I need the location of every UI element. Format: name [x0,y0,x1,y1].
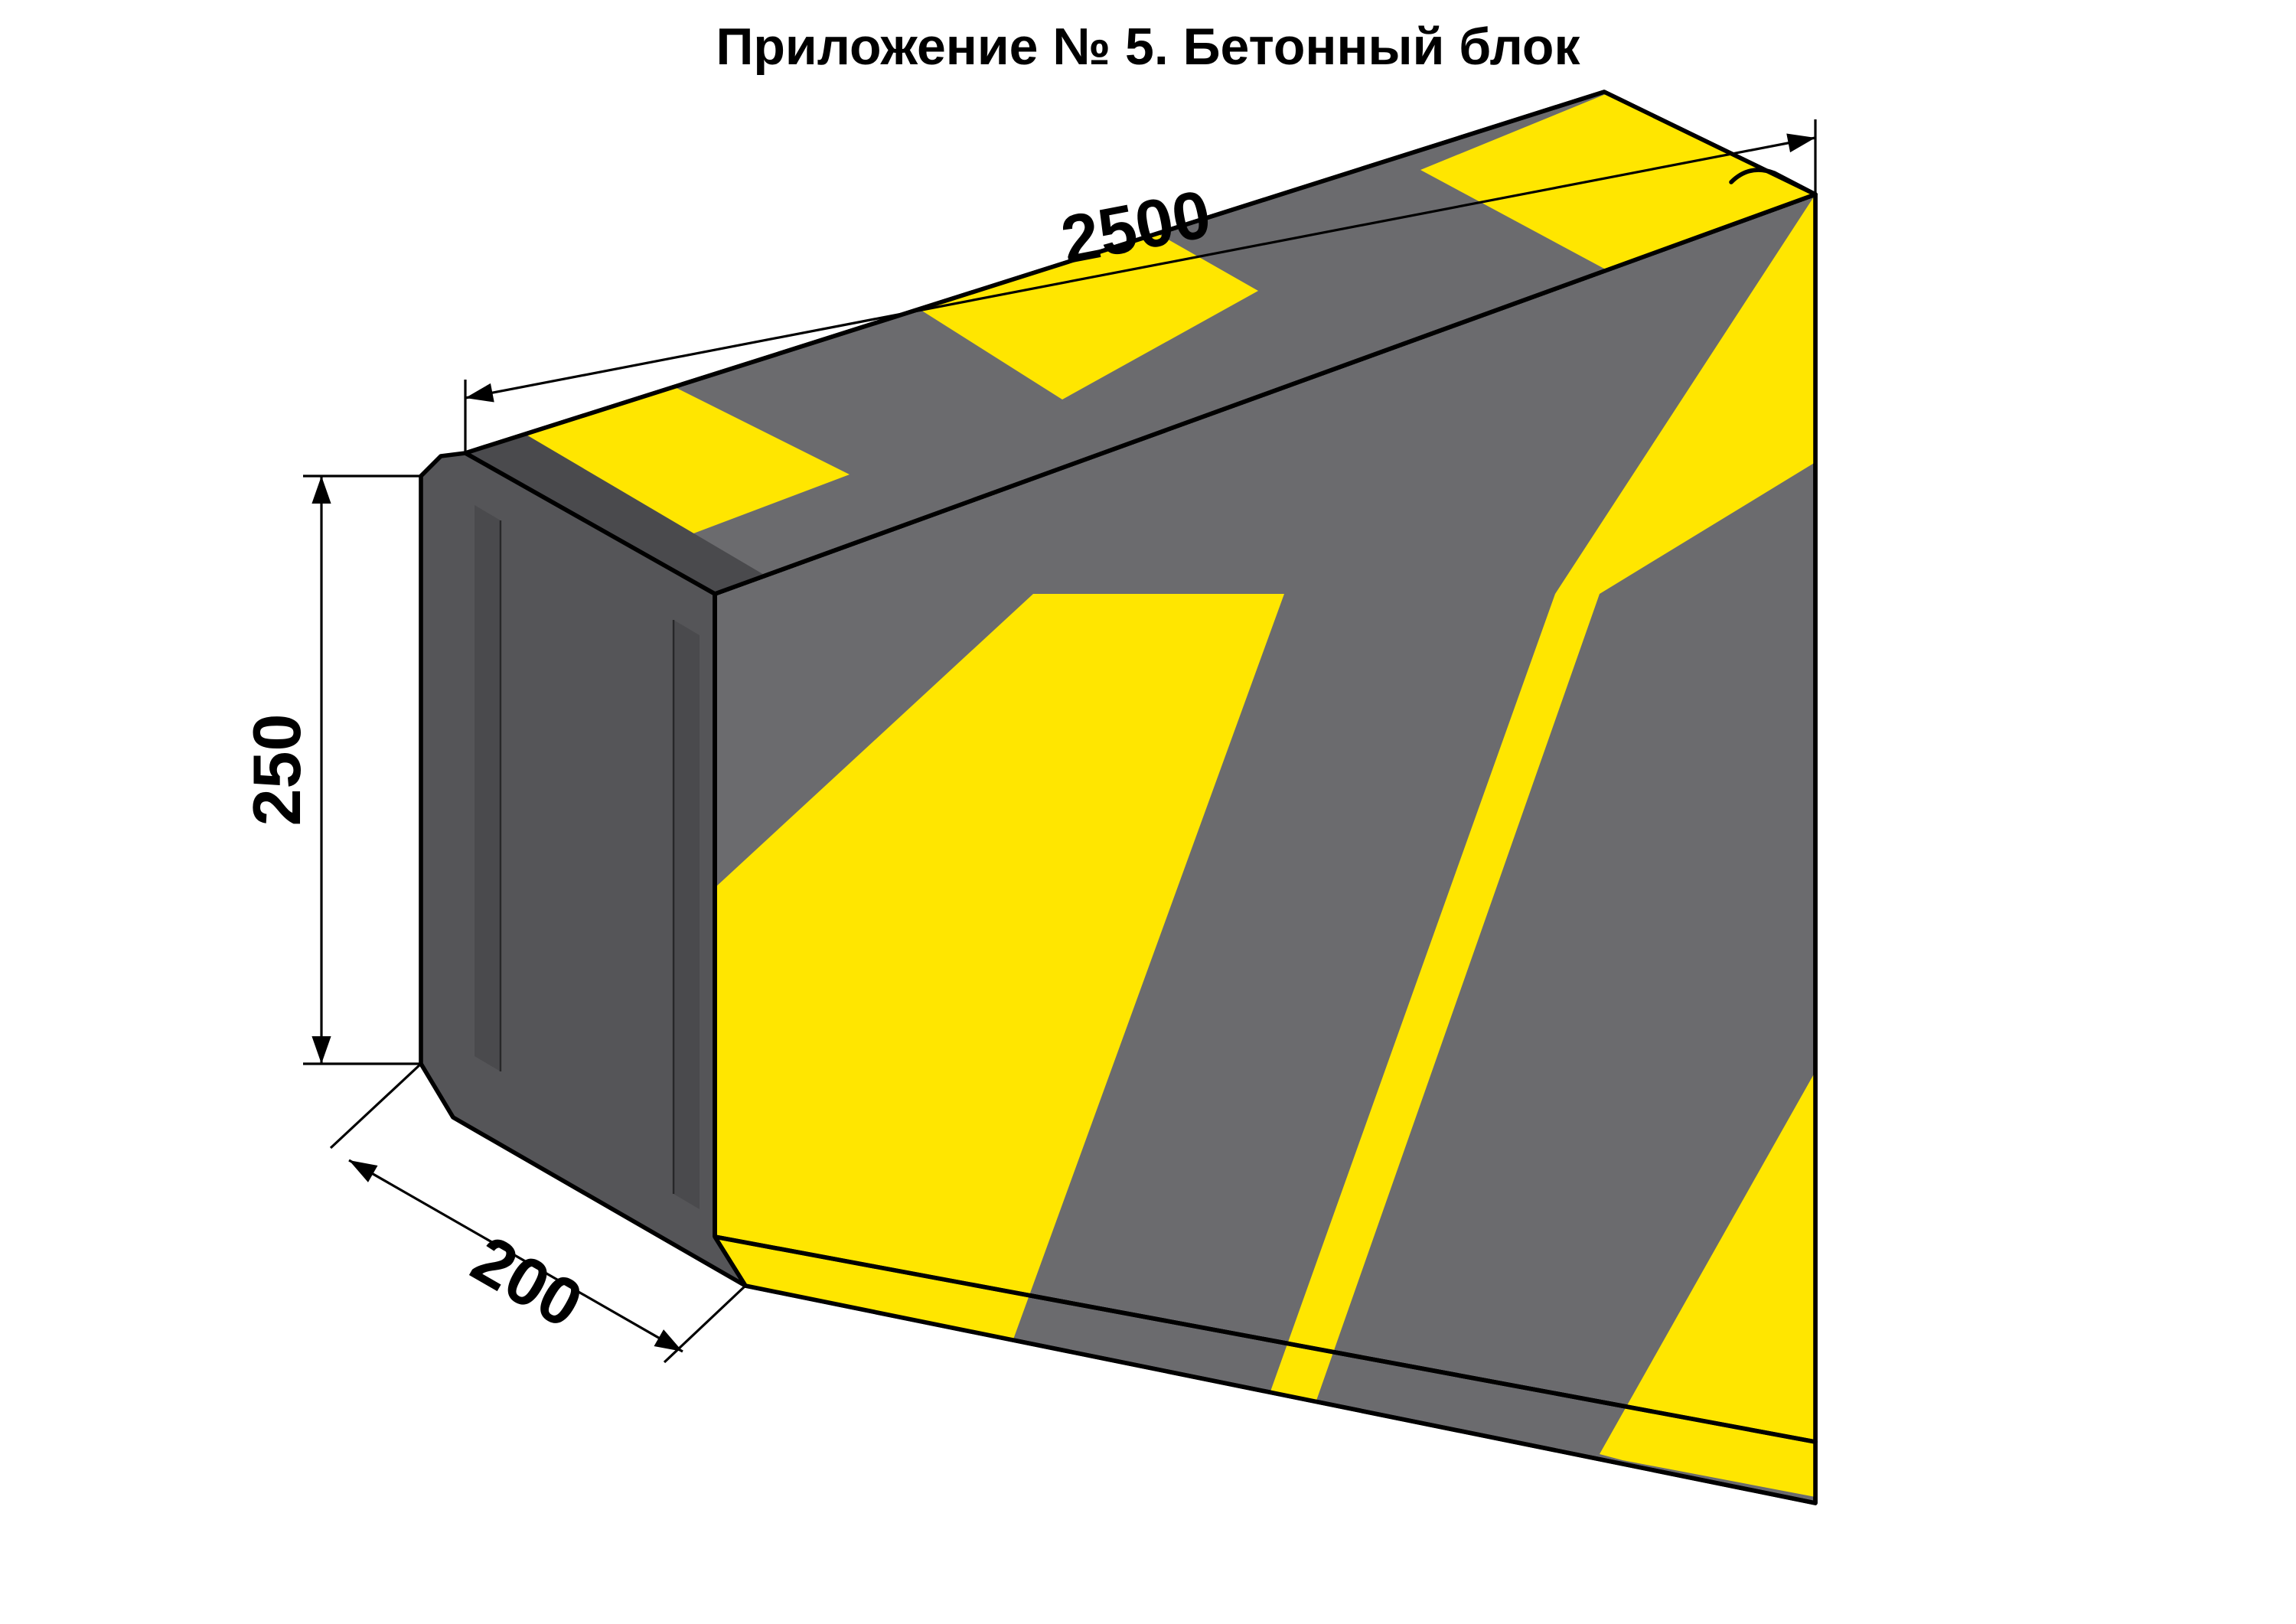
end-rib [673,620,700,1209]
dimension-label: 200 [460,1221,595,1342]
concrete-block [421,87,1815,1503]
end-rib [475,505,501,1071]
dimension: 250 [239,476,421,1064]
diagram-title: Приложение № 5. Бетонный блок [716,18,1580,76]
dimension-label: 250 [239,714,315,827]
